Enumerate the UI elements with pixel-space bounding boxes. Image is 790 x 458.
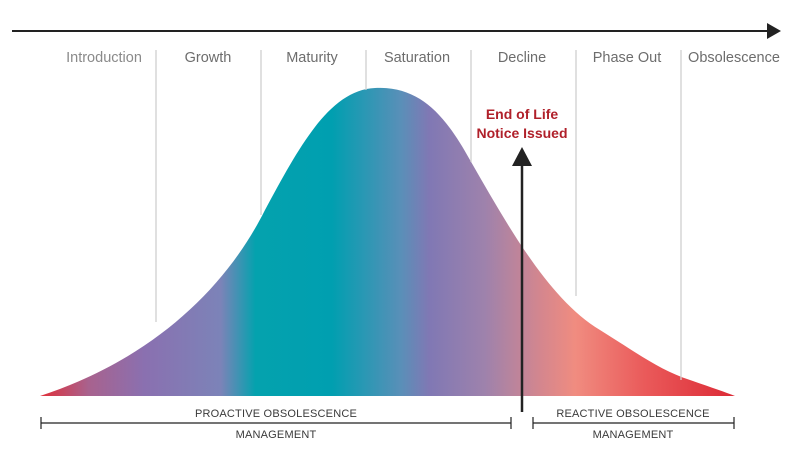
- up-arrow-icon: [512, 147, 532, 166]
- reactive-management-bracket: REACTIVE OBSOLESCENCE MANAGEMENT: [532, 408, 735, 441]
- timeline-axis: [12, 23, 781, 39]
- notice-line-2: Notice Issued: [476, 125, 567, 141]
- stage-labels: Introduction Growth Maturity Saturation …: [66, 50, 780, 66]
- stage-label-obsolescence: Obsolescence: [688, 50, 780, 66]
- end-of-life-notice: End of Life Notice Issued: [476, 106, 568, 412]
- notice-line-1: End of Life: [486, 106, 559, 122]
- stage-label-growth: Growth: [185, 50, 232, 66]
- proactive-management-bracket: PROACTIVE OBSOLESCENCE MANAGEMENT: [40, 408, 512, 441]
- stage-label-phase-out: Phase Out: [593, 50, 662, 66]
- stage-label-saturation: Saturation: [384, 50, 450, 66]
- reactive-label-line-2: MANAGEMENT: [593, 429, 674, 441]
- stage-label-decline: Decline: [498, 50, 546, 66]
- proactive-label-line-1: PROACTIVE OBSOLESCENCE: [195, 408, 357, 420]
- stage-label-introduction: Introduction: [66, 50, 142, 66]
- stage-dividers: [155, 50, 682, 380]
- lifecycle-bell-curve: [40, 87, 735, 397]
- axis-arrowhead-icon: [767, 23, 781, 39]
- reactive-label-line-1: REACTIVE OBSOLESCENCE: [556, 408, 709, 420]
- stage-label-maturity: Maturity: [286, 50, 338, 66]
- proactive-label-line-2: MANAGEMENT: [236, 429, 317, 441]
